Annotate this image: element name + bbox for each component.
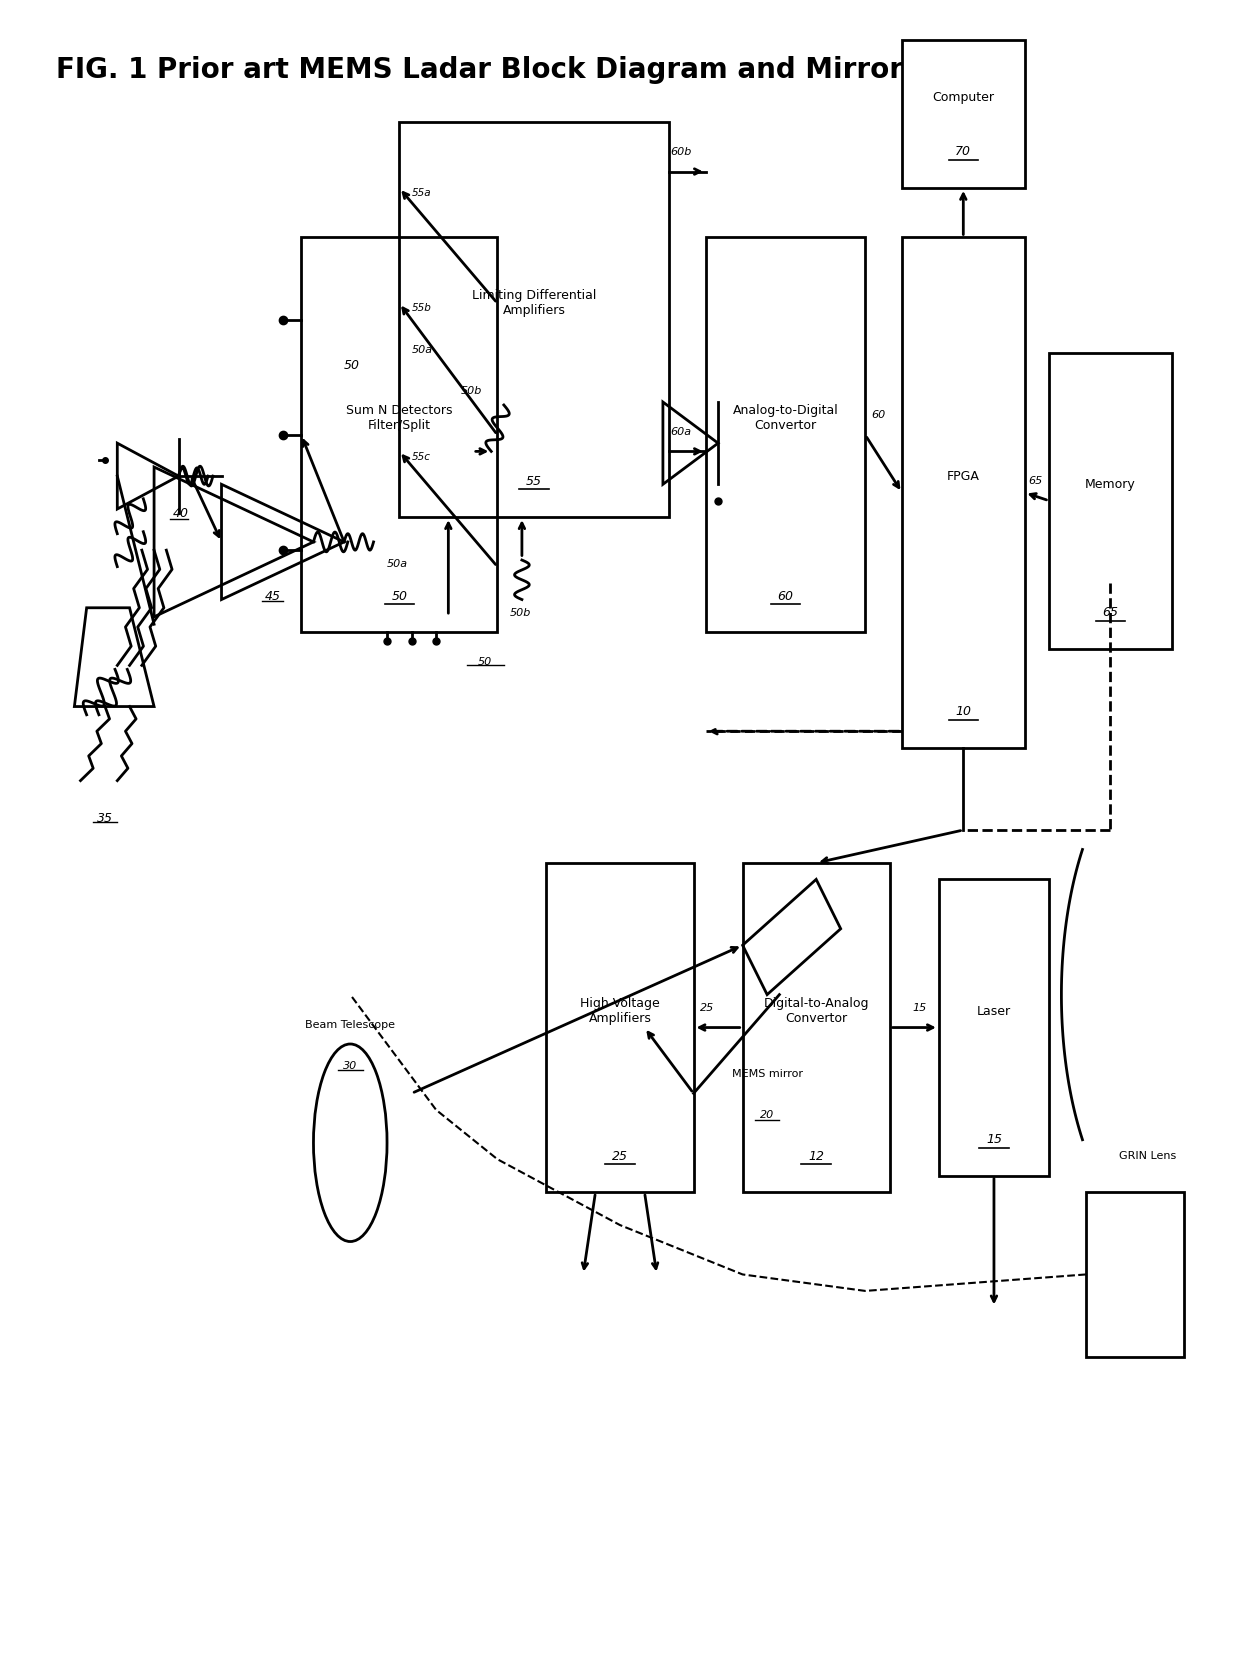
Text: 20: 20 <box>760 1111 774 1120</box>
Text: 60a: 60a <box>671 427 692 437</box>
Bar <box>939 880 1049 1175</box>
Text: 15: 15 <box>986 1134 1002 1145</box>
Bar <box>547 863 693 1192</box>
Bar <box>901 237 1024 747</box>
Bar <box>706 237 866 632</box>
Text: 70: 70 <box>955 146 971 158</box>
Text: 50b: 50b <box>510 608 531 618</box>
Text: 40: 40 <box>172 508 188 520</box>
Bar <box>901 40 1024 188</box>
Text: 50: 50 <box>392 589 407 603</box>
Text: 50a: 50a <box>387 559 408 569</box>
Text: FIG. 1 Prior art MEMS Ladar Block Diagram and Mirror: FIG. 1 Prior art MEMS Ladar Block Diagra… <box>56 56 903 85</box>
Text: MEMS mirror: MEMS mirror <box>732 1069 802 1079</box>
Text: 50: 50 <box>345 359 360 372</box>
Text: 60: 60 <box>872 410 885 420</box>
Text: High Voltage
Amplifiers: High Voltage Amplifiers <box>580 998 660 1026</box>
Text: FPGA: FPGA <box>947 470 980 483</box>
Bar <box>399 123 670 518</box>
Text: 60b: 60b <box>671 148 692 158</box>
Text: 30: 30 <box>343 1061 357 1071</box>
Text: 45: 45 <box>264 589 280 603</box>
Text: Computer: Computer <box>932 91 994 105</box>
Text: Digital-to-Analog
Convertor: Digital-to-Analog Convertor <box>764 998 869 1026</box>
Text: 35: 35 <box>97 812 113 825</box>
Text: Sum N Detectors
Filter/Split: Sum N Detectors Filter/Split <box>346 405 453 433</box>
Text: 55b: 55b <box>412 304 432 314</box>
Text: Analog-to-Digital
Convertor: Analog-to-Digital Convertor <box>733 405 838 433</box>
Text: 55a: 55a <box>412 188 432 198</box>
Text: 50b: 50b <box>460 385 482 395</box>
Text: 50: 50 <box>477 657 492 667</box>
Text: Laser: Laser <box>977 1004 1011 1018</box>
Text: 65: 65 <box>1029 476 1043 486</box>
Text: Limiting Differential
Amplifiers: Limiting Differential Amplifiers <box>472 289 596 317</box>
Text: 25: 25 <box>613 1149 627 1162</box>
Bar <box>1086 1192 1184 1356</box>
Text: 12: 12 <box>808 1149 825 1162</box>
Text: 15: 15 <box>913 1003 926 1013</box>
Text: 60: 60 <box>777 589 794 603</box>
Bar <box>1049 352 1172 649</box>
Text: Memory: Memory <box>1085 478 1136 491</box>
Bar <box>301 237 497 632</box>
Text: 55: 55 <box>526 475 542 488</box>
Bar <box>743 863 890 1192</box>
Text: 10: 10 <box>955 706 971 719</box>
Text: 55c: 55c <box>412 452 430 461</box>
Text: 65: 65 <box>1102 606 1118 619</box>
Text: GRIN Lens: GRIN Lens <box>1118 1152 1176 1162</box>
Text: 50a: 50a <box>412 345 433 355</box>
Text: Beam Telescope: Beam Telescope <box>305 1019 396 1029</box>
Text: 25: 25 <box>699 1003 714 1013</box>
